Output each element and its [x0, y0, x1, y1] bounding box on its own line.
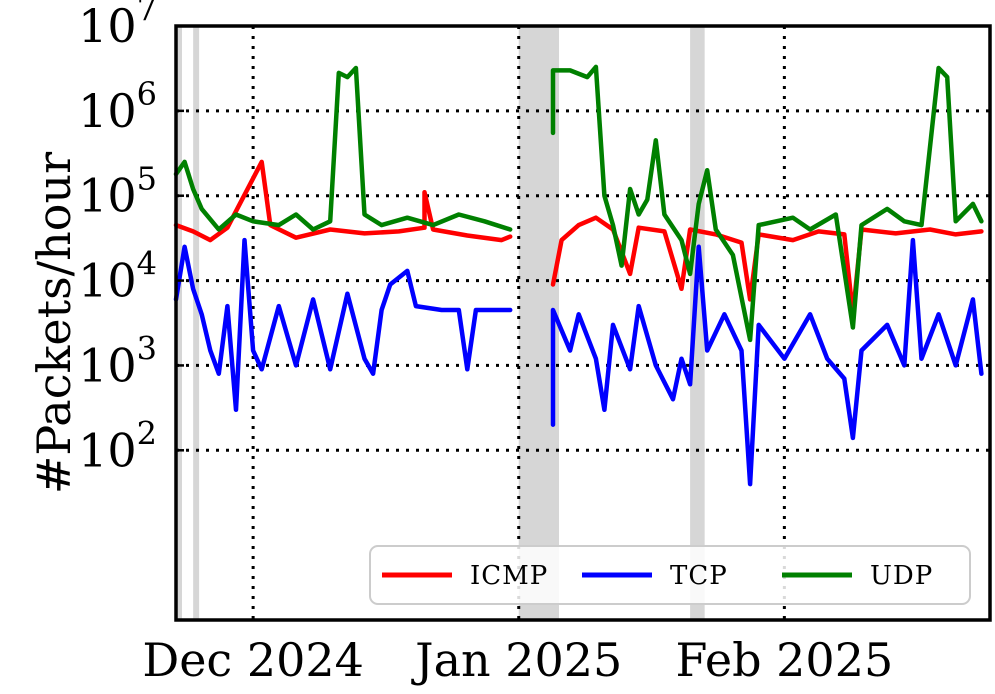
y-tick-label-1: 103 — [78, 329, 157, 392]
x-tick-label-0: Dec 2024 — [142, 633, 364, 687]
y-tick-label-5: 107 — [78, 0, 157, 53]
series-line-tcp — [173, 237, 984, 487]
y-tick-labels: 102 103 104 105 106 107 — [78, 0, 184, 477]
x-tick-label-1: Jan 2025 — [411, 633, 622, 687]
legend-box — [369, 545, 971, 605]
legend-label-udp: UDP — [870, 561, 933, 591]
series-line-icmp — [173, 159, 984, 317]
x-tick-label-2: Feb 2025 — [675, 633, 893, 687]
legend: ICMP TCP UDP — [369, 545, 971, 605]
plot-frame — [174, 24, 992, 622]
y-tick-label-4: 106 — [78, 75, 157, 138]
shaded-period-1 — [193, 26, 200, 620]
legend-label-icmp: ICMP — [470, 561, 548, 591]
shaded-periods — [176, 26, 705, 620]
series-lines — [173, 64, 984, 487]
shaded-period-0 — [176, 26, 182, 620]
y-tick-label-3: 105 — [78, 160, 157, 223]
y-tick-label-2: 104 — [78, 245, 157, 308]
series-line-udp — [173, 64, 984, 343]
legend-label-tcp: TCP — [670, 561, 728, 591]
y-axis-label: #Packets/hour — [27, 152, 81, 494]
x-tick-labels: Dec 2024 Jan 2025 Feb 2025 — [142, 633, 893, 687]
shaded-period-3 — [690, 26, 705, 620]
y-tick-label-0: 102 — [78, 414, 157, 477]
